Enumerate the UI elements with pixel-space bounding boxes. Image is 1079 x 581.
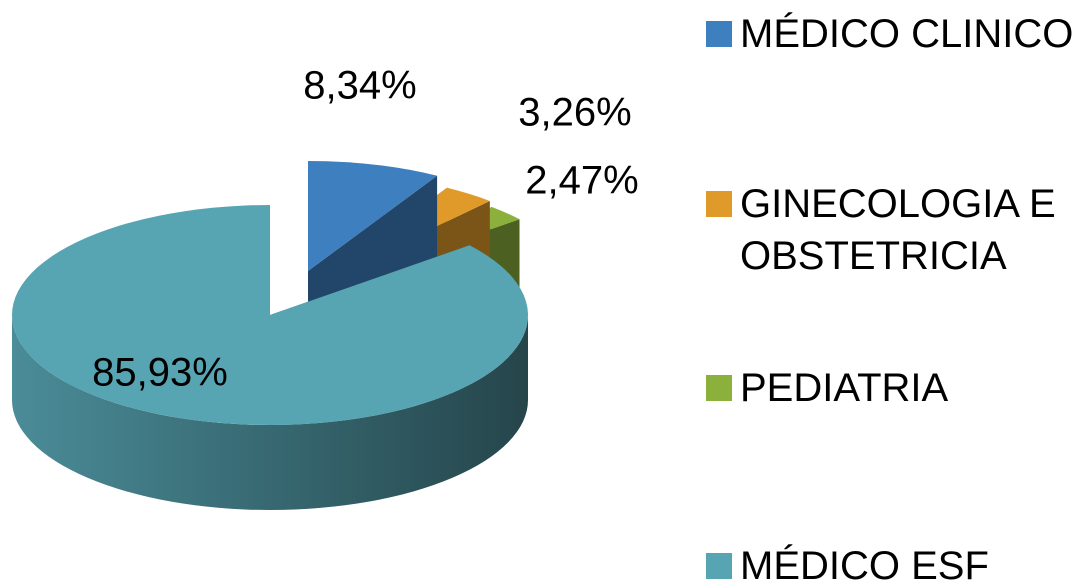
legend-label: PEDIATRIA: [740, 366, 949, 410]
data-label: 2,47%: [525, 159, 638, 203]
slice: [11, 205, 528, 425]
pie-plot: 8,34% 3,26% 2,47% 85,93%: [11, 64, 639, 510]
legend-swatch: [706, 375, 732, 401]
legend-label: MÉDICO ESF: [740, 544, 989, 581]
legend-label: MÉDICO CLINICO: [740, 12, 1074, 56]
legend-item: PEDIATRIA: [706, 362, 1076, 414]
data-label: 85,93%: [92, 351, 228, 395]
legend-item: MÉDICO CLINICO: [706, 8, 1076, 60]
slice: [308, 161, 438, 271]
slice-wall: [12, 315, 528, 510]
legend-item: GINECOLOGIA E OBSTETRICIA: [706, 178, 1076, 282]
data-label: 3,26%: [518, 91, 631, 135]
legend-swatch: [706, 553, 732, 579]
legend-swatch: [706, 191, 732, 217]
legend-swatch: [706, 21, 732, 47]
legend-label: GINECOLOGIA E OBSTETRICIA: [740, 182, 1056, 278]
legend-item: MÉDICO ESF: [706, 540, 1076, 581]
data-label: 8,34%: [303, 64, 416, 108]
